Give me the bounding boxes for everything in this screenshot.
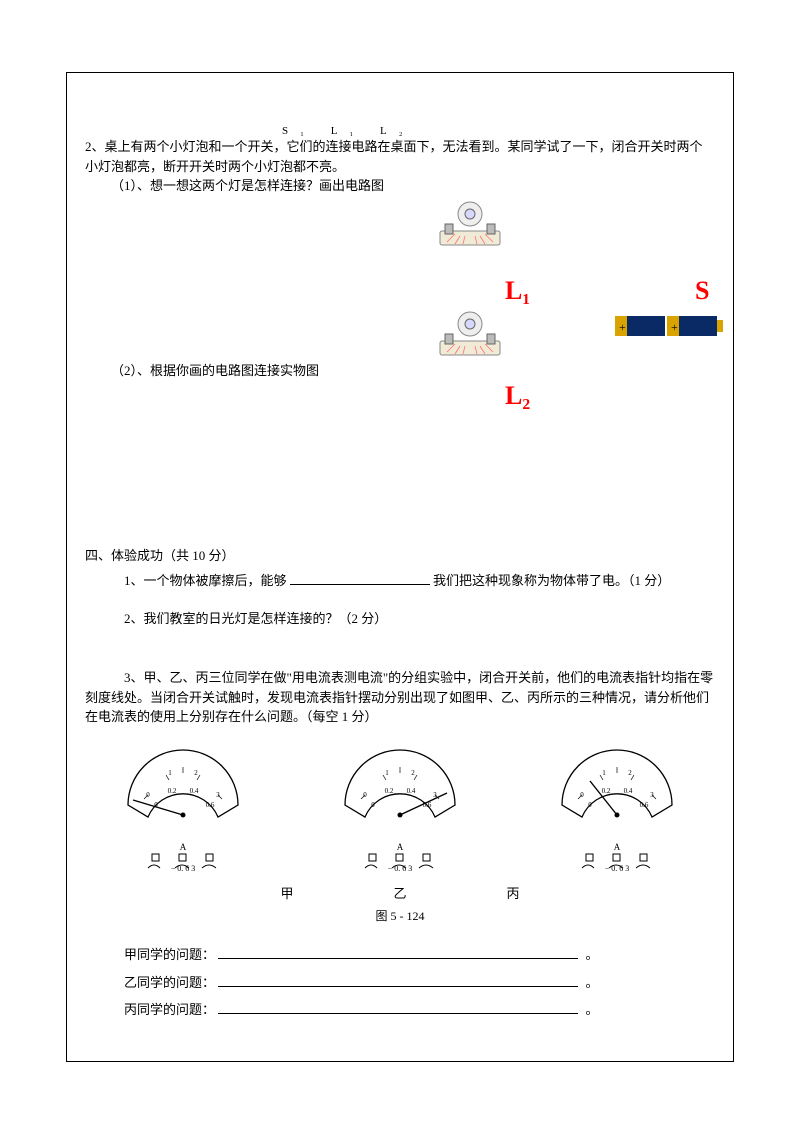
answer-lines: 甲同学的问题： 。 乙同学的问题： 。 丙同学的问题： 。 xyxy=(85,945,715,1020)
question-2: 2、桌上有两个小灯泡和一个开关，它们的连接电路在桌面下，无法看到。某同学试了一下… xyxy=(85,137,715,176)
caption-jia: 甲 xyxy=(280,884,293,904)
svg-text:2: 2 xyxy=(195,769,199,777)
terminal-icon: A − 0. 6 3 xyxy=(335,840,465,872)
ans-b-label: 乙同学的问题： xyxy=(124,975,215,990)
label-l2: L₂ xyxy=(505,376,530,415)
q2-sub1: （1）、想一想这两个灯是怎样连接？画出电路图 xyxy=(85,176,715,196)
svg-text:0.4: 0.4 xyxy=(623,787,632,795)
svg-text:A: A xyxy=(397,842,404,852)
svg-text:1: 1 xyxy=(385,769,389,777)
ammeter-bing: 0123 00.20.40.6 A xyxy=(518,745,715,878)
label-s: S xyxy=(695,271,709,310)
q2-prefix: 2、 xyxy=(85,139,105,154)
s4-q1: 1、一个物体被摩擦后，能够 我们把这种现象称为物体带了电。（1 分） xyxy=(85,571,715,591)
svg-text:− 0. 6 3: − 0. 6 3 xyxy=(171,864,196,872)
s4-q1-prefix: 1、 xyxy=(124,573,144,588)
svg-text:0.2: 0.2 xyxy=(168,787,177,795)
svg-text:0.4: 0.4 xyxy=(407,787,416,795)
s4-q3-prefix: 3、 xyxy=(85,670,144,685)
ans-c-label: 丙同学的问题： xyxy=(124,1002,215,1017)
blank-fill xyxy=(218,945,578,959)
q2-body: 桌上有两个小灯泡和一个开关，它们的连接电路在桌面下，无法看到。某同学试了一下，闭… xyxy=(85,139,703,174)
svg-text:1: 1 xyxy=(169,769,173,777)
s4-q1-b: 我们把这种现象称为物体带了电。（1 分） xyxy=(433,573,670,588)
s4-q3-body: 甲、乙、丙三位同学在做"用电流表测电流"的分组实验中，闭合开关前，他们的电流表指… xyxy=(85,670,713,724)
period: 。 xyxy=(586,947,599,962)
page-frame: S₁ L₁ L₂ 2、桌上有两个小灯泡和一个开关，它们的连接电路在桌面下，无法看… xyxy=(66,72,734,1062)
s4-q3: 3、甲、乙、丙三位同学在做"用电流表测电流"的分组实验中，闭合开关前，他们的电流… xyxy=(85,668,715,727)
s4-q1-a: 一个物体被摩擦后，能够 xyxy=(144,573,287,588)
terminal-icon: A − 0. 6 3 xyxy=(552,840,682,872)
ammeter-jia: 0123 00.20.40.6 A xyxy=(85,745,282,878)
q2-sub2: （2）、根据你画的电路图连接实物图 xyxy=(85,361,319,381)
battery-icon: + + xyxy=(615,311,725,341)
terminal-icon: A − 0. 6 3 xyxy=(118,840,248,872)
blank-fill xyxy=(218,973,578,987)
svg-text:1: 1 xyxy=(602,769,606,777)
blank-fill xyxy=(218,1000,578,1014)
svg-text:− 0. 6 3: − 0. 6 3 xyxy=(604,864,629,872)
bulb-icon xyxy=(435,196,505,251)
s4-q2: 2、我们教室的日光灯是怎样连接的？（2 分） xyxy=(85,609,715,629)
ans-a-label: 甲同学的问题： xyxy=(124,947,215,962)
section-4: 四、体验成功（共 10 分） 1、一个物体被摩擦后，能够 我们把这种现象称为物体… xyxy=(85,546,715,1020)
svg-text:− 0. 6 3: − 0. 6 3 xyxy=(388,864,413,872)
svg-text:0.4: 0.4 xyxy=(190,787,199,795)
caption-yi: 乙 xyxy=(393,884,406,904)
ammeter-row: 0123 00.20.40.6 A xyxy=(85,745,715,878)
svg-text:A: A xyxy=(613,842,620,852)
svg-text:0.6: 0.6 xyxy=(639,801,648,809)
svg-text:+: + xyxy=(671,320,678,334)
bulb-icon xyxy=(435,306,505,361)
svg-text:2: 2 xyxy=(628,769,632,777)
svg-text:0.2: 0.2 xyxy=(601,787,610,795)
period: 。 xyxy=(586,1002,599,1017)
svg-text:+: + xyxy=(619,320,626,334)
svg-text:0: 0 xyxy=(363,791,367,799)
blank-fill xyxy=(290,571,430,585)
period: 。 xyxy=(586,975,599,990)
label-l1: L₁ xyxy=(505,271,530,310)
caption-bing: 丙 xyxy=(507,884,520,904)
svg-text:0: 0 xyxy=(580,791,584,799)
svg-text:0: 0 xyxy=(588,801,592,809)
svg-text:A: A xyxy=(180,842,187,852)
ammeter-yi: 0123 00.20.40.6 A xyxy=(302,745,499,878)
circuit-diagram-area: L₁ S + + L₂ （2）、根据你画的电路图连接实物图 xyxy=(85,196,715,426)
svg-text:2: 2 xyxy=(411,769,415,777)
svg-text:0.2: 0.2 xyxy=(385,787,394,795)
svg-text:0: 0 xyxy=(147,791,151,799)
figure-label: 图 5 - 124 xyxy=(85,907,715,925)
ammeter-captions: 甲 乙 丙 xyxy=(85,884,715,904)
section4-heading: 四、体验成功（共 10 分） xyxy=(85,546,715,566)
small-sub-labels: S₁ L₁ L₂ xyxy=(282,123,415,140)
svg-text:0: 0 xyxy=(371,801,375,809)
svg-text:0.6: 0.6 xyxy=(206,801,215,809)
